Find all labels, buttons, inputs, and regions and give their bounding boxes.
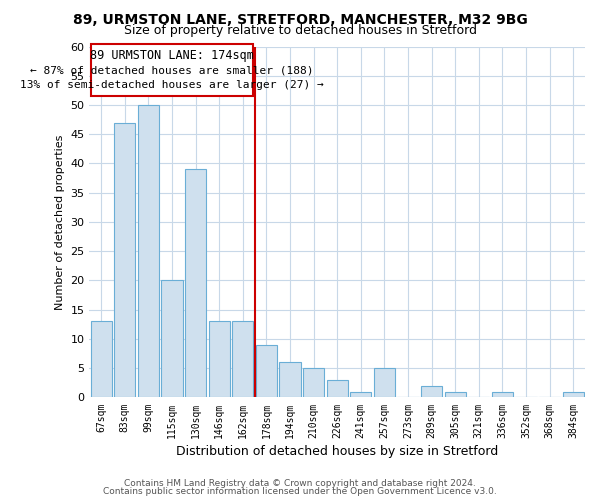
FancyBboxPatch shape [91,44,253,96]
Y-axis label: Number of detached properties: Number of detached properties [55,134,65,310]
Text: Contains HM Land Registry data © Crown copyright and database right 2024.: Contains HM Land Registry data © Crown c… [124,478,476,488]
Bar [256,345,277,398]
Text: 89, URMSTON LANE, STRETFORD, MANCHESTER, M32 9BG: 89, URMSTON LANE, STRETFORD, MANCHESTER,… [73,12,527,26]
Text: Size of property relative to detached houses in Stretford: Size of property relative to detached ho… [124,24,476,37]
Text: Contains public sector information licensed under the Open Government Licence v3: Contains public sector information licen… [103,487,497,496]
Bar [91,322,112,398]
Bar [185,170,206,398]
Bar [374,368,395,398]
Bar [303,368,324,398]
Bar [492,392,513,398]
Bar [232,322,253,398]
Bar [421,386,442,398]
Bar [161,280,182,398]
X-axis label: Distribution of detached houses by size in Stretford: Distribution of detached houses by size … [176,444,499,458]
Bar [326,380,348,398]
Text: ← 87% of detached houses are smaller (188): ← 87% of detached houses are smaller (18… [30,66,314,76]
Bar [209,322,230,398]
Bar [563,392,584,398]
Text: 13% of semi-detached houses are larger (27) →: 13% of semi-detached houses are larger (… [20,80,324,90]
Bar [350,392,371,398]
Bar [138,105,159,398]
Bar [280,362,301,398]
Bar [445,392,466,398]
Bar [114,122,136,398]
Text: 89 URMSTON LANE: 174sqm: 89 URMSTON LANE: 174sqm [90,50,254,62]
